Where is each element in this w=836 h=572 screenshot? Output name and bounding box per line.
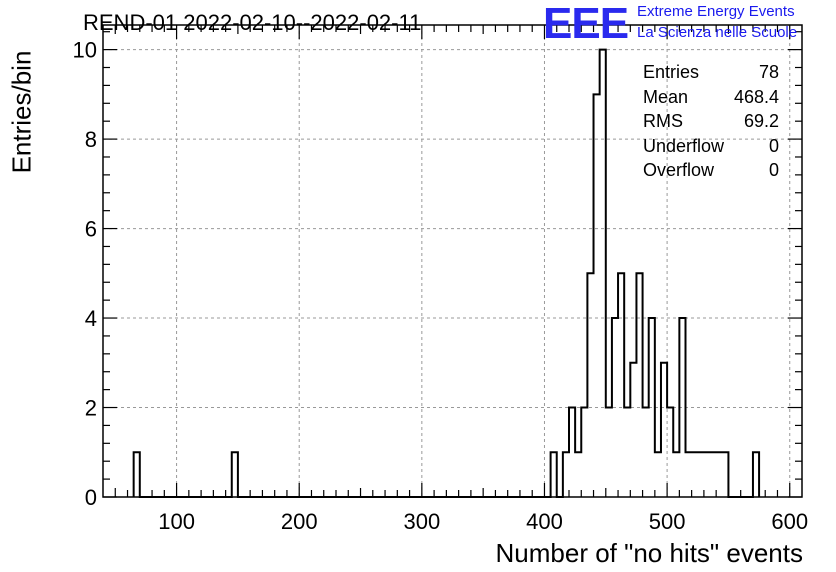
stat-row-rms: RMS 69.2 (643, 109, 779, 134)
stat-row-underflow: Underflow 0 (643, 134, 779, 159)
grid-lines (103, 25, 802, 497)
y-tick-label: 0 (85, 485, 97, 510)
eee-logo: EEE (543, 0, 629, 48)
plot-frame (102, 24, 803, 498)
stat-row-entries: Entries 78 (643, 60, 779, 85)
stats-box: Entries 78 Mean 468.4 RMS 69.2 Underflow… (643, 60, 779, 183)
y-tick-label: 6 (85, 217, 97, 242)
plot-title: REND-01 2022-02-10--2022-02-11 (83, 10, 422, 35)
stat-value: 468.4 (733, 86, 779, 107)
histogram-outline (132, 48, 761, 498)
x-axis-label: Number of "no hits" events (495, 538, 804, 568)
x-tick-label: 100 (158, 509, 195, 534)
logo-line-2: La Scienza nelle Scuole (637, 24, 798, 41)
x-tick-label: 200 (281, 509, 318, 534)
y-tick-label: 10 (73, 38, 97, 63)
stat-value: 0 (768, 135, 779, 156)
stat-row-mean: Mean 468.4 (643, 85, 779, 110)
logo-line-1: Extreme Energy Events (637, 3, 795, 20)
stat-value: 78 (758, 62, 779, 82)
x-tick-label: 300 (403, 509, 440, 534)
stat-label: Entries (643, 62, 700, 82)
axis-tick-labels: 100 200 300 400 500 600 0 2 4 6 8 10 (73, 38, 809, 534)
y-tick-label: 8 (85, 127, 97, 152)
stat-value: 0 (768, 160, 779, 181)
stat-label: Mean (643, 86, 689, 107)
stat-label: Overflow (643, 160, 715, 181)
stat-label: Underflow (643, 135, 725, 156)
stat-value: 69.2 (743, 111, 779, 132)
axis-ticks (103, 25, 802, 498)
stat-label: RMS (643, 111, 683, 132)
y-tick-label: 4 (85, 306, 97, 331)
x-tick-label: 600 (771, 509, 808, 534)
x-tick-label: 400 (526, 509, 563, 534)
stat-row-overflow: Overflow 0 (643, 158, 779, 183)
y-tick-label: 2 (85, 396, 97, 421)
x-tick-label: 500 (649, 509, 686, 534)
y-axis-label: Entries/bin (6, 50, 37, 174)
